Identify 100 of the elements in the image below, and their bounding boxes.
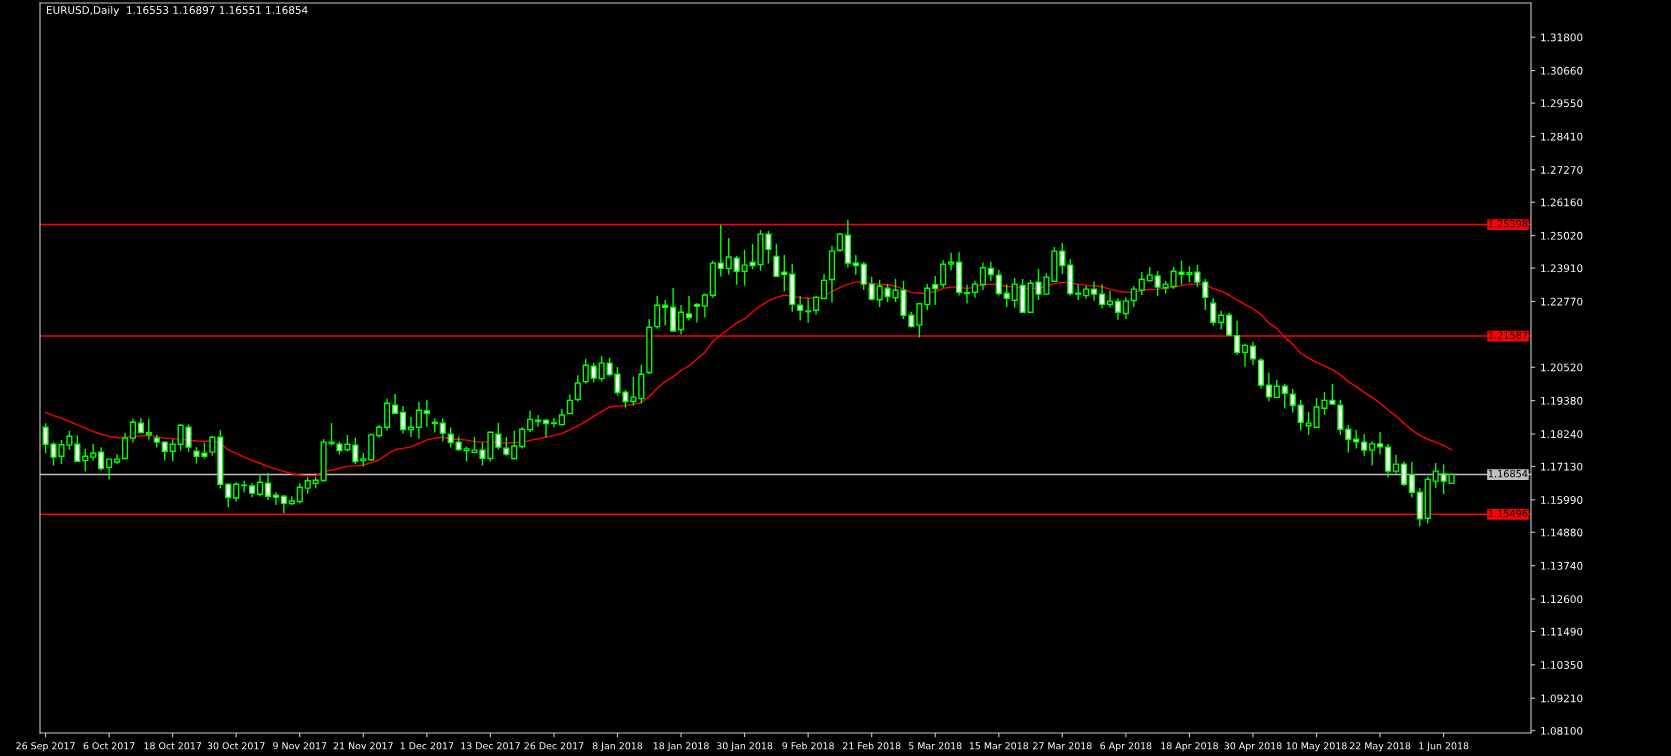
candlestick xyxy=(590,362,597,384)
candlestick xyxy=(225,482,232,508)
candlestick xyxy=(98,446,105,472)
x-tick-label: 30 Oct 2017 xyxy=(207,742,265,750)
candlestick xyxy=(161,440,168,462)
candlestick xyxy=(1265,372,1272,403)
candlestick xyxy=(852,254,859,276)
x-tick-label: 27 Mar 2018 xyxy=(1033,742,1092,750)
candlestick xyxy=(550,417,558,428)
candlestick xyxy=(670,287,677,333)
x-tick-label: 6 Apr 2018 xyxy=(1100,742,1152,752)
candlestick xyxy=(542,418,550,438)
candlestick xyxy=(963,284,971,305)
candlestick xyxy=(1091,281,1098,302)
candlestick xyxy=(145,418,152,441)
ref-line-label: 1.15496 xyxy=(1488,509,1528,518)
candlestick xyxy=(1432,462,1439,489)
candlestick xyxy=(1289,388,1296,414)
x-tick-label: 30 Apr 2018 xyxy=(1224,742,1282,752)
candlestick xyxy=(256,473,264,498)
x-tick-label: 18 Apr 2018 xyxy=(1161,742,1218,752)
x-tick-label: 5 Mar 2018 xyxy=(909,742,962,750)
candlestick xyxy=(860,261,867,291)
y-tick-label: 1.17130 xyxy=(1541,462,1583,471)
candlestick xyxy=(1376,431,1384,456)
candlestick xyxy=(1234,320,1241,356)
y-tick-label: 1.20520 xyxy=(1541,363,1583,372)
candlestick xyxy=(1202,278,1209,311)
candlestick xyxy=(241,480,248,494)
y-tick-label: 1.11490 xyxy=(1541,627,1583,636)
candlestick xyxy=(725,237,732,276)
y-tick-label: 1.15990 xyxy=(1541,496,1583,504)
candlestick xyxy=(948,252,955,271)
y-tick-label: 1.30660 xyxy=(1541,66,1583,75)
candlestick xyxy=(233,481,240,503)
x-tick-label: 26 Sep 2017 xyxy=(16,742,75,752)
candlestick xyxy=(693,302,701,324)
candlestick xyxy=(352,437,359,465)
candlestick xyxy=(527,410,534,433)
candlestick xyxy=(1241,343,1249,368)
y-tick-label: 1.27270 xyxy=(1541,166,1583,174)
candlestick xyxy=(399,405,407,435)
y-tick-label: 1.19380 xyxy=(1541,396,1583,405)
candlestick xyxy=(1122,296,1129,320)
y-tick-label: 1.14880 xyxy=(1541,528,1583,537)
candlestick xyxy=(503,436,510,457)
candlestick xyxy=(1369,440,1376,467)
candlestick xyxy=(1098,283,1106,309)
candlestick xyxy=(1297,399,1304,432)
x-tick-label: 1 Dec 2017 xyxy=(400,742,454,750)
candlestick xyxy=(1337,399,1344,436)
candlestick xyxy=(582,358,589,385)
candlestick xyxy=(1138,271,1145,296)
candlestick xyxy=(797,295,804,322)
candlestick xyxy=(296,482,303,505)
candlestick xyxy=(129,418,137,444)
candlestick xyxy=(106,458,113,481)
candlestick xyxy=(1281,382,1288,410)
candlestick xyxy=(1400,460,1407,487)
candlestick xyxy=(1106,289,1114,309)
ref-line-label: 1.16854 xyxy=(1488,470,1528,478)
y-tick-label: 1.22770 xyxy=(1541,297,1583,306)
candlestick xyxy=(773,243,780,277)
y-tick-label: 1.29550 xyxy=(1541,99,1583,108)
y-tick-label: 1.10350 xyxy=(1541,661,1583,669)
candlestick xyxy=(1011,277,1018,309)
candlestick xyxy=(1059,242,1066,275)
x-tick-label: 18 Oct 2017 xyxy=(144,742,202,750)
candlestick xyxy=(511,430,518,461)
x-tick-label: 15 Mar 2018 xyxy=(969,742,1029,750)
candlestick xyxy=(916,302,923,339)
y-tick-label: 1.23910 xyxy=(1541,264,1583,273)
y-tick-label: 1.12600 xyxy=(1541,595,1583,604)
ref-line-label: 1.21587 xyxy=(1488,331,1528,339)
candlestick xyxy=(1226,312,1233,337)
candlestick xyxy=(1408,461,1415,499)
candlestick xyxy=(1249,341,1257,366)
y-tick-label: 1.09210 xyxy=(1541,694,1583,703)
candlestick xyxy=(717,224,724,278)
candlestick xyxy=(685,295,693,322)
y-tick-label: 1.18240 xyxy=(1541,430,1583,439)
candlestick xyxy=(384,398,391,432)
candlestick xyxy=(1003,283,1010,308)
y-tick-label: 1.31800 xyxy=(1541,33,1583,42)
candlestick xyxy=(121,432,129,460)
candlestick xyxy=(1218,310,1225,331)
x-tick-label: 21 Nov 2017 xyxy=(333,742,393,750)
candlestick xyxy=(820,273,828,300)
y-tick-label: 1.26160 xyxy=(1541,198,1583,207)
candlestick xyxy=(1154,270,1161,297)
candlestick xyxy=(940,259,947,289)
candlestick xyxy=(1114,297,1122,321)
y-tick-label: 1.25020 xyxy=(1541,231,1583,240)
candlestick xyxy=(74,434,81,463)
candlestick xyxy=(272,491,280,506)
candlestick xyxy=(1353,429,1360,450)
candlestick xyxy=(423,399,430,428)
chart-title: EURUSD,Daily 1.16553 1.16897 1.16551 1.16854 xyxy=(46,5,308,16)
x-tick-label: 10 May 2018 xyxy=(1286,742,1347,752)
candlestick xyxy=(574,374,581,403)
